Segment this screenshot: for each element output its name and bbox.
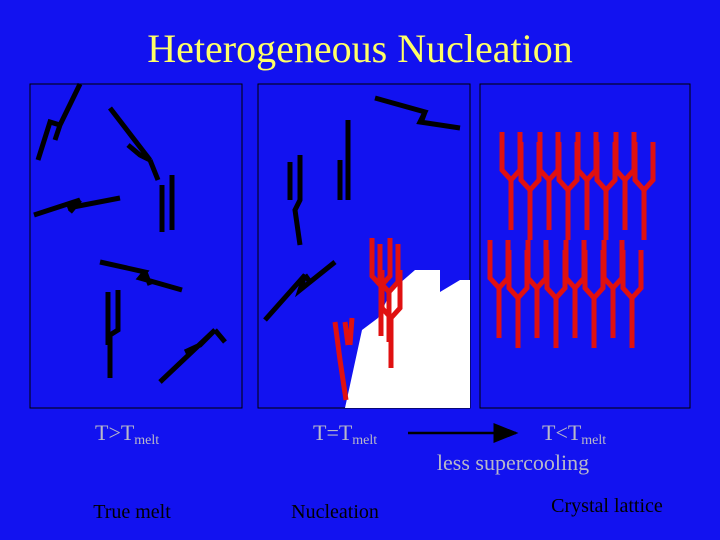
crystal-surface bbox=[345, 270, 470, 408]
lattice-molecule bbox=[635, 142, 653, 240]
lattice-molecule bbox=[528, 240, 546, 338]
lattice-molecules bbox=[490, 132, 653, 348]
lattice-molecule bbox=[585, 250, 603, 348]
panel-frame bbox=[479, 83, 691, 409]
lattice-molecule bbox=[623, 250, 641, 348]
lattice-molecule bbox=[559, 142, 577, 240]
lattice-molecule bbox=[604, 240, 622, 338]
melt-molecules bbox=[33, 82, 227, 384]
condition-main: T=T bbox=[313, 420, 353, 445]
lattice-molecule bbox=[540, 132, 558, 230]
lattice-molecule bbox=[547, 250, 565, 348]
lattice-molecule bbox=[521, 142, 539, 240]
lattice-molecule bbox=[566, 240, 584, 338]
condition-sub: melt bbox=[581, 433, 606, 448]
lattice-molecule bbox=[502, 132, 520, 230]
condition-label: T>Tmelt bbox=[95, 420, 159, 448]
lattice-molecule bbox=[509, 250, 527, 348]
condition-main: T<T bbox=[542, 420, 582, 445]
lattice-molecule bbox=[490, 240, 508, 338]
panel-caption: Crystal lattice bbox=[551, 495, 663, 517]
lattice-molecule bbox=[578, 132, 596, 230]
condition-label: T=Tmelt bbox=[313, 420, 377, 448]
arrow-label: less supercooling bbox=[437, 450, 589, 475]
condition-sub: melt bbox=[134, 433, 159, 448]
panel-caption: Nucleation bbox=[291, 501, 379, 523]
lattice-molecule bbox=[616, 132, 634, 230]
condition-main: T>T bbox=[95, 420, 135, 445]
panel-frame bbox=[29, 83, 243, 409]
condition-label: T<Tmelt bbox=[542, 420, 606, 448]
slide-title: Heterogeneous Nucleation bbox=[147, 26, 572, 71]
nucleus-molecules bbox=[332, 238, 400, 401]
condition-sub: melt bbox=[352, 433, 377, 448]
lattice-molecule bbox=[597, 142, 615, 240]
panel-caption: True melt bbox=[93, 501, 171, 523]
nucleation-molecules bbox=[263, 95, 461, 322]
